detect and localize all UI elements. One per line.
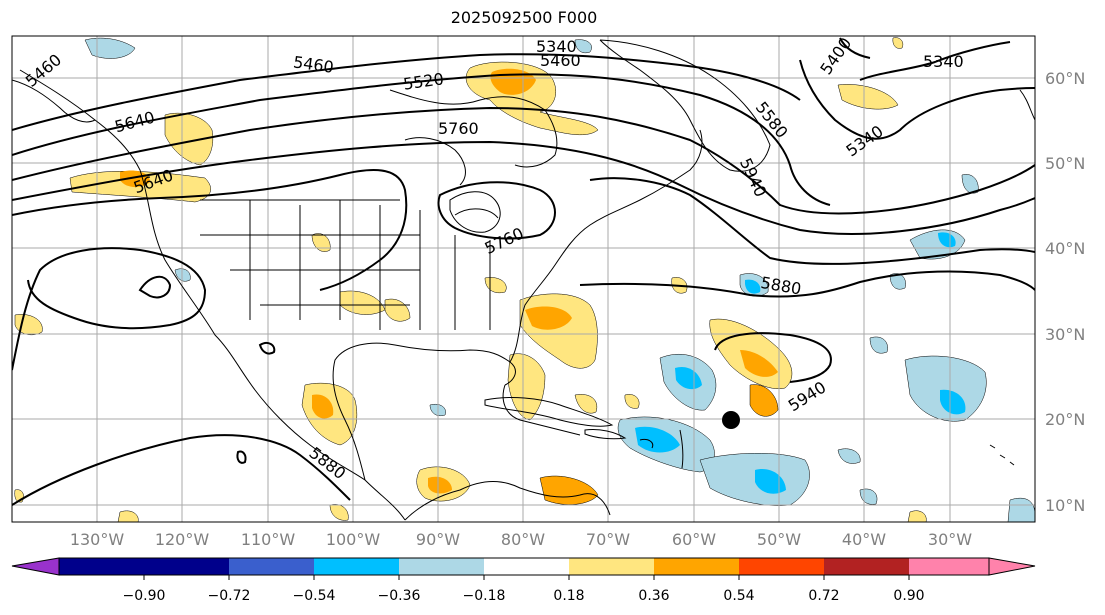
contour-label: 5460	[540, 51, 581, 70]
lon-label: 30°W	[928, 530, 972, 549]
colorbar-segment	[314, 558, 399, 575]
latitude-labels: 60°N 50°N 40°N 30°N 20°N 10°N	[1045, 69, 1085, 515]
colorbar: −0.90 −0.72 −0.54 −0.36 −0.18 0.18 0.36 …	[11, 557, 1036, 604]
colorbar-tick: −0.72	[208, 588, 251, 604]
lon-label: 100°W	[326, 530, 381, 549]
lat-label: 40°N	[1045, 239, 1085, 258]
colorbar-segment	[654, 558, 739, 575]
lat-label: 60°N	[1045, 69, 1085, 88]
negative-anomaly-patches	[84, 37, 1035, 522]
colorbar-segment	[59, 558, 144, 575]
contour-label: 5340	[536, 37, 577, 56]
storm-marker	[722, 411, 740, 429]
lon-label: 40°W	[842, 530, 886, 549]
colorbar-tick: −0.90	[123, 588, 166, 604]
colorbar-segment	[824, 558, 909, 575]
colorbar-segment	[484, 558, 569, 575]
height-contours	[12, 37, 1035, 506]
colorbar-tick: −0.54	[293, 588, 336, 604]
lat-label: 10°N	[1045, 496, 1085, 515]
colorbar-outline	[58, 557, 990, 576]
lat-label: 30°N	[1045, 325, 1085, 344]
colorbar-extend-low	[11, 557, 60, 576]
lon-label: 90°W	[416, 530, 460, 549]
lon-label: 60°W	[672, 530, 716, 549]
lon-label: 110°W	[241, 530, 296, 549]
lon-label: 120°W	[155, 530, 210, 549]
lon-label: 50°W	[757, 530, 801, 549]
colorbar-segment	[909, 558, 989, 575]
colorbar-tick: 0.72	[808, 588, 839, 604]
lon-label: 130°W	[70, 530, 125, 549]
colorbar-tick: 0.90	[893, 588, 924, 604]
colorbar-segment	[399, 558, 484, 575]
lat-label: 20°N	[1045, 410, 1085, 429]
colorbar-tick: 0.36	[638, 588, 669, 604]
colorbar-segment	[739, 558, 824, 575]
lat-label: 50°N	[1045, 154, 1085, 173]
colorbar-tick: 0.18	[553, 588, 584, 604]
contour-label: 5340	[923, 52, 964, 71]
contour-label: 5760	[438, 119, 479, 138]
colorbar-segment	[229, 558, 314, 575]
colorbar-tick: −0.36	[378, 588, 421, 604]
colorbar-segment	[569, 558, 654, 575]
map-frame	[11, 35, 1036, 523]
colorbar-extend-high	[988, 557, 1036, 576]
colorbar-segment	[144, 558, 229, 575]
lon-label: 70°W	[586, 530, 630, 549]
longitude-labels: 130°W 120°W 110°W 100°W 90°W 80°W 70°W 6…	[70, 530, 972, 549]
map-title: 2025092500 F000	[450, 8, 598, 27]
lon-label: 80°W	[501, 530, 545, 549]
colorbar-tick: −0.18	[463, 588, 506, 604]
colorbar-tick: 0.54	[723, 588, 754, 604]
